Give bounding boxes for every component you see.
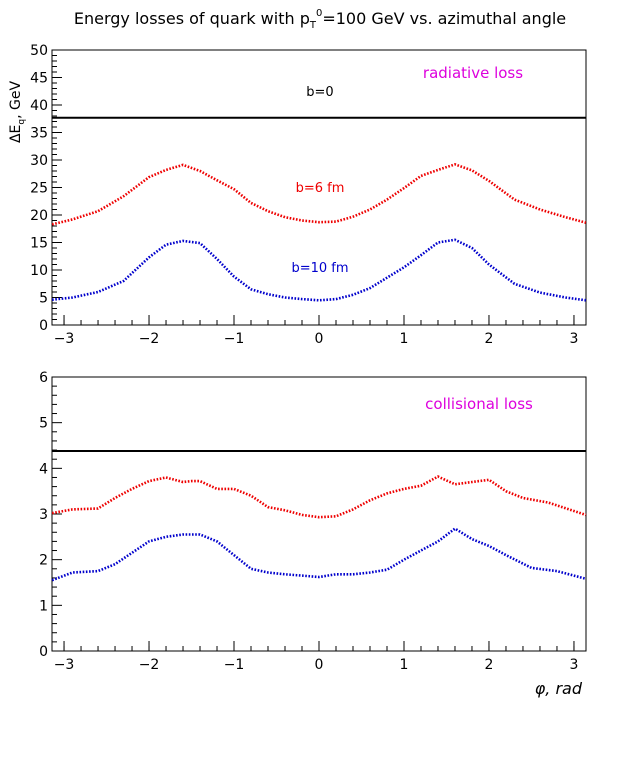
x-tick-label: 0 bbox=[315, 331, 324, 347]
y-tick-label: 10 bbox=[30, 263, 48, 279]
y-tick-label: 5 bbox=[39, 416, 48, 432]
curve-label: b=6 fm bbox=[296, 181, 345, 196]
y-tick-label: 40 bbox=[30, 98, 48, 114]
series-line-b-6-fm bbox=[51, 475, 587, 519]
y-tick-label: 0 bbox=[39, 644, 48, 660]
title-prefix: Energy losses of quark with p bbox=[74, 9, 310, 28]
y-tick-label: 4 bbox=[39, 461, 48, 477]
plot-frame bbox=[51, 376, 587, 652]
y-tick-label: 50 bbox=[30, 43, 48, 59]
figure-title: Energy losses of quark with pT0=100 GeV … bbox=[74, 8, 566, 31]
panel-annotation: collisional loss bbox=[425, 395, 533, 413]
y-tick-label: 20 bbox=[30, 208, 48, 224]
y-tick-label: 5 bbox=[39, 291, 48, 307]
radiative-loss-panel: ΔEq, GeV 0 5 10 15 20 25 30 35 40 45 50 −3 −2 −1 0 1 2 3 b… bbox=[8, 43, 587, 347]
curve-label: b=10 fm bbox=[291, 261, 348, 276]
svg-text:ΔEq, GeV: ΔEq, GeV bbox=[8, 81, 27, 144]
x-tick-label: 1 bbox=[400, 657, 409, 673]
y-tick-label: 0 bbox=[39, 318, 48, 334]
y-tick-label: 1 bbox=[39, 598, 48, 614]
y-tick-label: 45 bbox=[30, 71, 48, 87]
collisional-loss-panel: φ, rad 0 1 2 3 4 5 6 −3 −2 −1 0 1 2 3 collisional loss bbox=[39, 370, 587, 698]
series-line-b-6-fm bbox=[51, 163, 587, 226]
y-axis-label-rest: , GeV bbox=[8, 81, 24, 119]
x-axis-label: φ, rad bbox=[535, 679, 583, 698]
y-tick-label: 15 bbox=[30, 236, 48, 252]
y-tick-label: 3 bbox=[39, 507, 48, 523]
x-tick-label: 0 bbox=[315, 657, 324, 673]
title-sub: T bbox=[309, 20, 317, 31]
y-axis-label-sub: q bbox=[17, 119, 27, 125]
x-tick-label: 3 bbox=[570, 657, 579, 673]
x-tick-label: 2 bbox=[485, 657, 494, 673]
y-axis-label: ΔEq, GeV bbox=[8, 81, 27, 144]
x-tick-label: −3 bbox=[54, 657, 75, 673]
curve-label: b=0 bbox=[306, 85, 333, 100]
title-suffix: =100 GeV vs. azimuthal angle bbox=[322, 9, 566, 28]
y-tick-label: 2 bbox=[39, 553, 48, 569]
x-tick-label: 2 bbox=[485, 331, 494, 347]
y-tick-label: 6 bbox=[39, 370, 48, 386]
y-tick-label: 25 bbox=[30, 181, 48, 197]
y-tick-label: 35 bbox=[30, 126, 48, 142]
x-tick-label: −2 bbox=[139, 657, 160, 673]
y-axis-label-main: ΔE bbox=[8, 125, 24, 143]
x-tick-label: 1 bbox=[400, 331, 409, 347]
x-tick-label: −2 bbox=[139, 331, 160, 347]
x-tick-label: −3 bbox=[54, 331, 75, 347]
y-tick-label: 30 bbox=[30, 153, 48, 169]
series-line-b-10-fm bbox=[51, 527, 587, 582]
panel-annotation: radiative loss bbox=[423, 64, 523, 82]
x-tick-label: −1 bbox=[224, 331, 245, 347]
x-tick-label: −1 bbox=[224, 657, 245, 673]
x-tick-label: 3 bbox=[570, 331, 579, 347]
title-sup: 0 bbox=[316, 8, 322, 19]
